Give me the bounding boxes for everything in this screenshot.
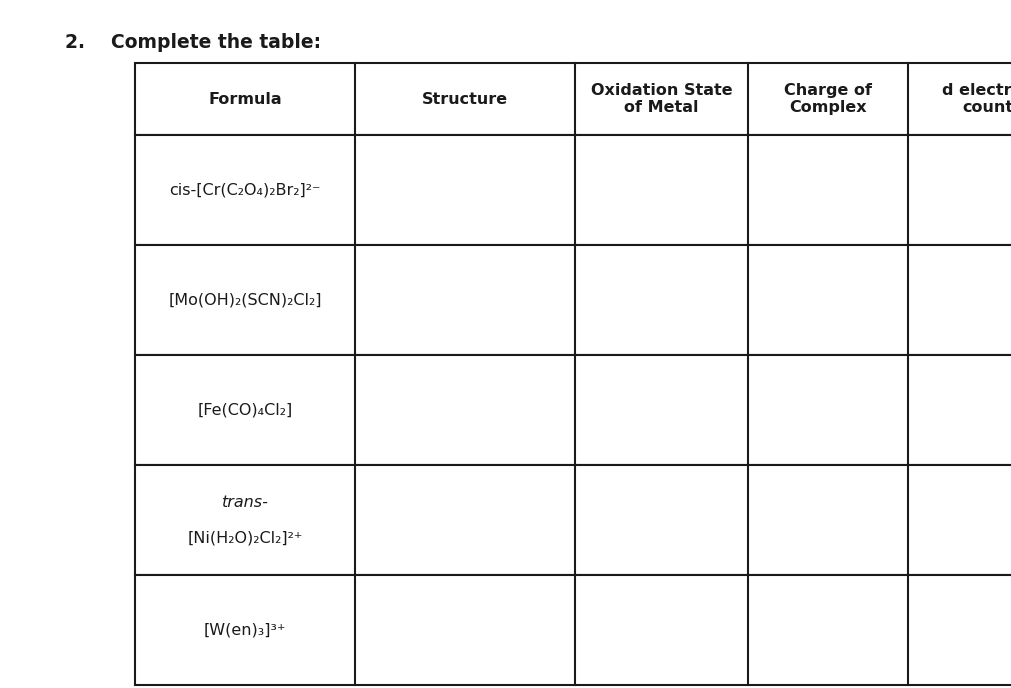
Text: Charge of
Complex: Charge of Complex — [784, 83, 872, 115]
Bar — [135, 135, 1011, 245]
Text: d electron
count: d electron count — [942, 83, 1011, 115]
Text: [Fe(CO)₄Cl₂]: [Fe(CO)₄Cl₂] — [197, 402, 292, 418]
Text: Formula: Formula — [208, 92, 282, 107]
Bar — [135, 465, 1011, 575]
Bar — [135, 245, 1011, 355]
Text: cis-[Cr(C₂O₄)₂Br₂]²⁻: cis-[Cr(C₂O₄)₂Br₂]²⁻ — [169, 182, 320, 197]
Text: 2.    Complete the table:: 2. Complete the table: — [65, 33, 321, 52]
Text: [Mo(OH)₂(SCN)₂Cl₂]: [Mo(OH)₂(SCN)₂Cl₂] — [168, 292, 321, 308]
Text: trans-: trans- — [221, 495, 269, 510]
Text: Structure: Structure — [422, 92, 509, 107]
Bar — [135, 355, 1011, 465]
Text: Oxidation State
of Metal: Oxidation State of Metal — [590, 83, 732, 115]
Text: [Ni(H₂O)₂Cl₂]²⁺: [Ni(H₂O)₂Cl₂]²⁺ — [187, 530, 302, 546]
Text: [W(en)₃]³⁺: [W(en)₃]³⁺ — [204, 623, 286, 638]
Bar — [135, 575, 1011, 685]
Bar — [135, 63, 1011, 135]
